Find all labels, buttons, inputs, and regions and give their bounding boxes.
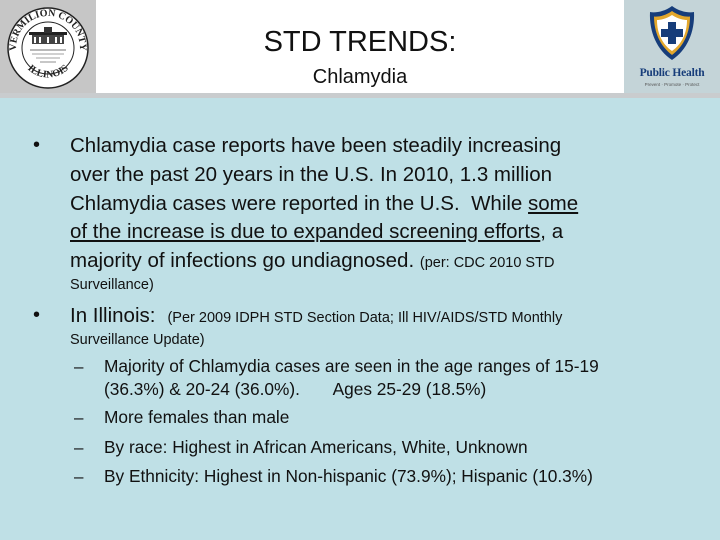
svg-text:ILLINOIS: ILLINOIS [25,63,71,81]
bullet-1-line-3-text: Chlamydia cases were reported in the U.S… [70,192,529,215]
bullet-1-line-5-text: majority of infections go undiagnosed. [70,249,415,272]
cdc-source-citation-cont: Surveillance) [70,277,154,293]
sub-bullet-dash: – [74,438,84,457]
bullet-1-line-1: Chlamydia case reports have been steadil… [70,134,562,157]
seal-ring-bottom-text: ILLINOIS [25,63,71,81]
bullet-1-line-3: Chlamydia cases were reported in the U.S… [70,192,579,215]
cdc-source-citation: (per: CDC 2010 STD [419,255,555,271]
slide-header [0,0,720,93]
public-health-logo: Public Health Prevent · Promote · Protec… [624,0,720,93]
sub-item-age-ranges-cont: (36.3%) & 20-24 (36.0%). Ages 25-29 (18.… [104,379,487,399]
bullet-1-line-5: majority of infections go undiagnosed. (… [70,249,555,272]
illinois-lead: In Illinois: [70,304,156,327]
bullet-1-line-4-tail: , a [540,220,564,243]
underlined-increase-text: of the increase is due to expanded scree… [70,220,541,243]
underlined-some: some [528,192,579,215]
county-seal-logo: VERMILION COUNTY ILLINOIS [0,0,96,93]
bullet-marker: • [33,134,41,156]
idph-source-citation-cont: Surveillance Update) [70,332,205,348]
sub-item-gender: More females than male [104,407,290,427]
header-divider [0,93,720,98]
slide-title: STD TRENDS: [263,26,457,58]
sub-bullet-dash: – [74,467,84,486]
county-seal-icon: VERMILION COUNTY ILLINOIS [7,7,89,89]
bullet-1-line-4: of the increase is due to expanded scree… [70,220,564,243]
sub-bullet-dash: – [74,408,84,427]
bullet-2-line-1: In Illinois: (Per 2009 IDPH STD Section D… [70,304,563,327]
bullet-marker: • [33,304,41,326]
sub-bullet-dash: – [74,357,84,376]
sub-item-age-ranges: Majority of Chlamydia cases are seen in … [104,356,599,376]
public-health-tagline: Prevent · Promote · Protect [644,82,700,87]
sub-item-race: By race: Highest in African Americans, W… [104,437,528,457]
sub-item-ethnicity: By Ethnicity: Highest in Non-hispanic (7… [104,466,593,486]
public-health-shield-icon [649,6,695,60]
slide-subtitle: Chlamydia [312,66,408,88]
idph-source-citation: (Per 2009 IDPH STD Section Data; Ill HIV… [167,310,563,326]
bullet-1-line-2: over the past 20 years in the U.S. In 20… [70,163,553,186]
public-health-wordmark: Public Health [639,67,705,79]
